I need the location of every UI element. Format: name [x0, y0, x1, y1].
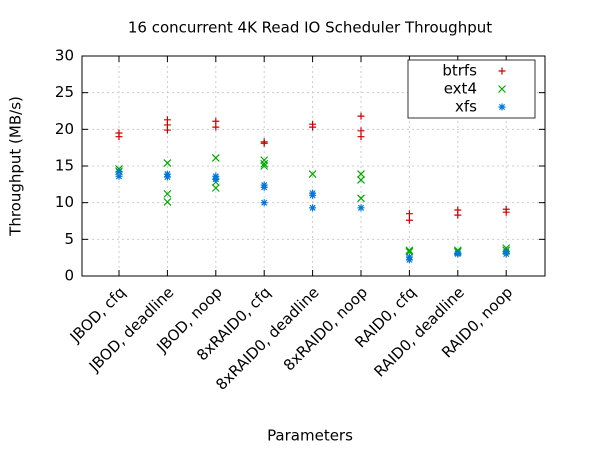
- point: [357, 176, 365, 184]
- chart-title: 16 concurrent 4K Read IO Scheduler Throu…: [128, 19, 492, 37]
- point: [260, 162, 269, 170]
- point: [502, 244, 511, 253]
- legend-box: [407, 59, 536, 119]
- point: [309, 123, 317, 131]
- x-axis-label: Parameters: [267, 427, 353, 445]
- y-axis-label: Throughput (MB/s): [7, 96, 25, 237]
- y-tick-label: 25: [55, 83, 74, 101]
- point: [115, 168, 123, 176]
- y-tick-label: 10: [55, 193, 74, 211]
- point: [260, 156, 269, 165]
- point: [405, 210, 413, 218]
- x-tick-label: JBOD, deadline: [85, 283, 178, 376]
- point: [211, 184, 220, 192]
- point: [163, 173, 171, 181]
- point: [212, 175, 220, 183]
- point: [163, 126, 171, 134]
- point: [357, 170, 365, 178]
- legend-label: ext4: [444, 80, 477, 98]
- point: [405, 256, 413, 264]
- point: [357, 127, 365, 135]
- plot-frame: [81, 55, 546, 277]
- point: [309, 204, 317, 212]
- legend-marker: [498, 103, 506, 111]
- y-tick-label: 15: [55, 157, 74, 175]
- point: [357, 194, 365, 203]
- y-tick-label: 20: [55, 120, 74, 138]
- point: [357, 112, 365, 120]
- y-tick-label: 5: [64, 230, 74, 248]
- legend-label: btrfs: [442, 62, 477, 80]
- point: [502, 208, 510, 216]
- point: [260, 183, 268, 191]
- point: [163, 189, 172, 198]
- point: [454, 250, 462, 258]
- point: [211, 154, 220, 162]
- point: [212, 123, 220, 131]
- point: [260, 159, 269, 168]
- point: [260, 199, 268, 207]
- point: [454, 211, 462, 219]
- point: [357, 204, 365, 212]
- point: [115, 133, 123, 141]
- legend-marker: [498, 67, 506, 75]
- point: [212, 117, 220, 125]
- point: [405, 246, 414, 255]
- x-tick-label: 8xRAID0, noop: [280, 283, 371, 374]
- point: [163, 159, 172, 167]
- point: [308, 170, 317, 178]
- y-tick-label: 0: [64, 267, 74, 285]
- x-tick-label: RAID0, deadline: [370, 283, 467, 380]
- point: [115, 172, 123, 180]
- y-tick-label: 30: [55, 47, 74, 65]
- point: [309, 191, 317, 199]
- point: [357, 133, 365, 141]
- point: [502, 250, 510, 258]
- point: [260, 139, 268, 147]
- point: [405, 216, 413, 224]
- legend-label: xfs: [455, 98, 477, 116]
- legend-marker: [498, 85, 506, 93]
- point: [163, 198, 172, 206]
